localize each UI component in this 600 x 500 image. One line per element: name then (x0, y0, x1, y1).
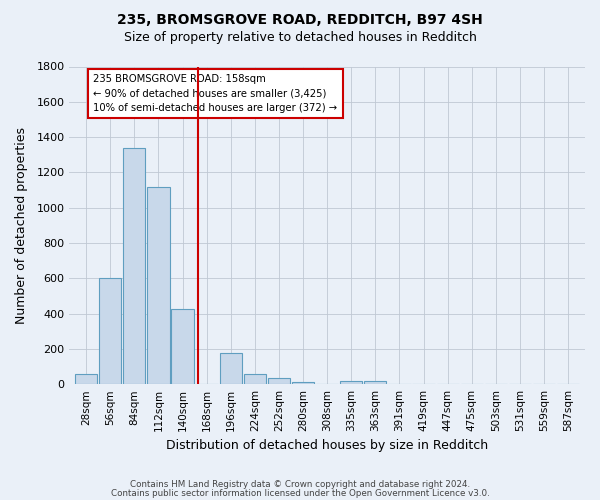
Text: Size of property relative to detached houses in Redditch: Size of property relative to detached ho… (124, 31, 476, 44)
Bar (244, 374, 266, 384)
Y-axis label: Number of detached properties: Number of detached properties (15, 127, 28, 324)
Text: Contains HM Land Registry data © Crown copyright and database right 2024.: Contains HM Land Registry data © Crown c… (130, 480, 470, 489)
Bar (123, 148, 145, 384)
Bar (172, 309, 194, 384)
X-axis label: Distribution of detached houses by size in Redditch: Distribution of detached houses by size … (166, 440, 488, 452)
Bar (75, 374, 97, 384)
Text: 235 BROMSGROVE ROAD: 158sqm
← 90% of detached houses are smaller (3,425)
10% of : 235 BROMSGROVE ROAD: 158sqm ← 90% of det… (94, 74, 338, 113)
Bar (220, 354, 242, 384)
Bar (268, 378, 290, 384)
Bar (148, 186, 170, 384)
Bar (364, 380, 386, 384)
Text: Contains public sector information licensed under the Open Government Licence v3: Contains public sector information licen… (110, 490, 490, 498)
Bar (292, 382, 314, 384)
Bar (99, 278, 121, 384)
Bar (340, 380, 362, 384)
Text: 235, BROMSGROVE ROAD, REDDITCH, B97 4SH: 235, BROMSGROVE ROAD, REDDITCH, B97 4SH (117, 12, 483, 26)
